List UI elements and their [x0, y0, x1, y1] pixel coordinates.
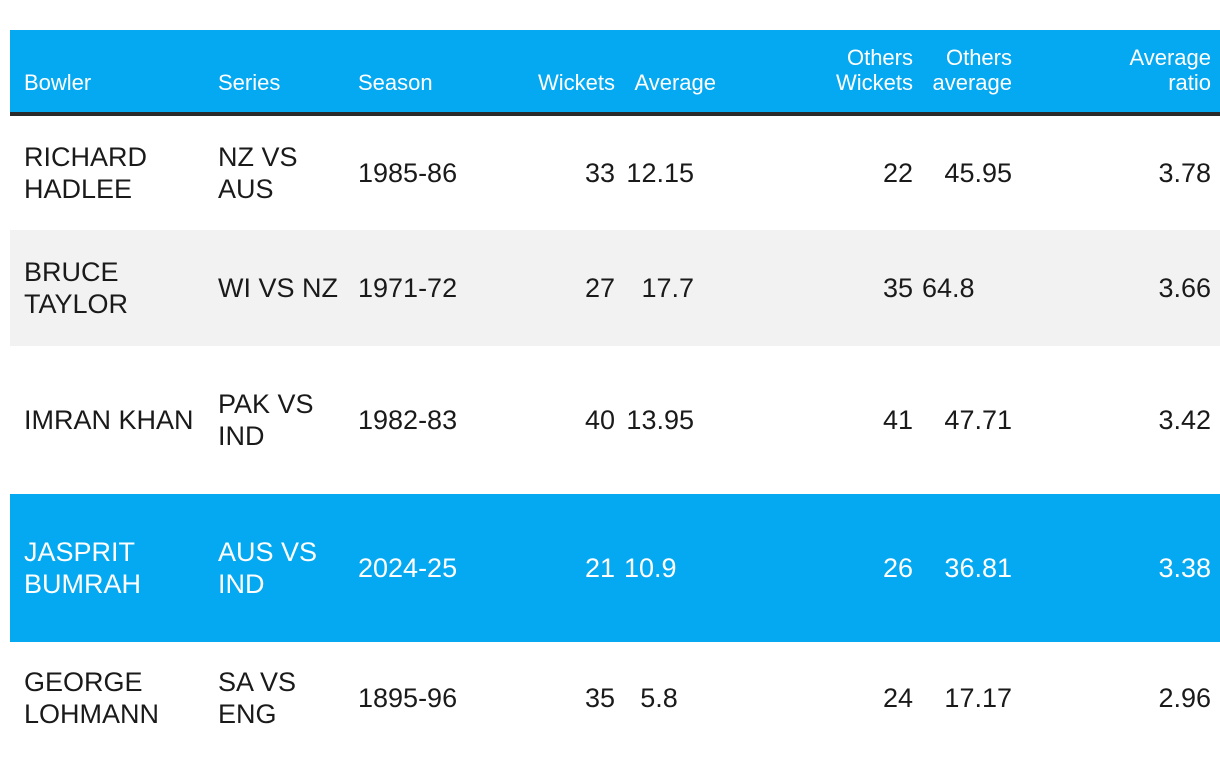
cell-others-average: 47.71 [922, 346, 1071, 494]
header-wickets: Wickets [458, 30, 624, 116]
table-row: IMRAN KHAN PAK VS IND 1982-83 40 13.95 4… [10, 346, 1220, 494]
cell-others-wickets: 35 [882, 273, 913, 303]
table-row: BRUCE TAYLOR WI VS NZ 1971-72 27 17.7 35… [10, 230, 1220, 346]
header-wickets-label: Wickets [538, 70, 615, 95]
header-series-label: Series [218, 70, 281, 95]
cell-average-ratio: 3.42 [1158, 405, 1211, 435]
cell-series: SA VS ENG [218, 667, 297, 729]
cell-season: 1982-83 [358, 405, 458, 435]
bowling-stats-table-container: Bowler Series Season Wickets Average Oth… [10, 30, 1220, 754]
header-season: Season [358, 30, 458, 116]
cell-average-value: 10.9 [624, 553, 677, 583]
table-header: Bowler Series Season Wickets Average Oth… [10, 30, 1220, 116]
cell-average: 12.15 [624, 114, 773, 230]
cell-average-ratio: 3.38 [1158, 553, 1211, 583]
cell-bowler: BRUCE TAYLOR [24, 257, 129, 319]
cell-bowler: IMRAN KHAN [24, 405, 194, 435]
cell-average: 17.7 [624, 230, 773, 346]
cell-others-wickets: 41 [882, 405, 913, 435]
cell-average-value: 13.95 [626, 405, 694, 435]
cell-average-ratio: 3.78 [1158, 158, 1211, 188]
cell-season: 1895-96 [358, 683, 458, 713]
cell-wickets: 27 [584, 273, 615, 303]
cell-bowler: GEORGE LOHMANN [24, 667, 160, 729]
cell-others-average: 36.81 [922, 494, 1071, 642]
table-row-highlighted: JASPRIT BUMRAH AUS VS IND 2024-25 21 10.… [10, 494, 1220, 642]
cell-season: 1985-86 [358, 158, 458, 188]
cell-season: 1971-72 [358, 273, 458, 303]
header-series: Series [218, 30, 358, 116]
header-others-wickets-label-line2: Wickets [836, 70, 913, 95]
table-body: RICHARD HADLEE NZ VS AUS 1985-86 33 12.1… [10, 114, 1220, 754]
cell-series: AUS VS IND [218, 537, 318, 599]
cell-average-value: 17.7 [641, 273, 694, 303]
cell-others-wickets: 24 [882, 683, 913, 713]
bowling-stats-table: Bowler Series Season Wickets Average Oth… [10, 30, 1220, 754]
cell-others-average: 17.17 [922, 642, 1071, 754]
cell-average: 10.9 [624, 494, 773, 642]
cell-average-ratio: 3.66 [1158, 273, 1211, 303]
cell-wickets: 21 [584, 553, 615, 583]
cell-wickets: 33 [584, 158, 615, 188]
cell-average-value: 5.8 [640, 683, 678, 713]
cell-others-average-value: 45.95 [944, 158, 1012, 188]
cell-bowler: RICHARD HADLEE [24, 142, 148, 204]
header-others-wickets-label-line1: Others [846, 45, 913, 70]
cell-others-wickets: 26 [882, 553, 913, 583]
cell-wickets: 40 [584, 405, 615, 435]
cell-others-wickets: 22 [882, 158, 913, 188]
cell-others-average: 64.8 [922, 230, 1071, 346]
header-average-ratio: Average ratio [1071, 30, 1220, 116]
header-average: Average [624, 30, 773, 116]
table-row: GEORGE LOHMANN SA VS ENG 1895-96 35 5.8 … [10, 642, 1220, 754]
header-bowler: Bowler [10, 30, 218, 116]
cell-bowler: JASPRIT BUMRAH [24, 537, 142, 599]
cell-others-average: 45.95 [922, 114, 1071, 230]
cell-series: PAK VS IND [218, 389, 314, 451]
cell-others-average-value: 36.81 [944, 553, 1012, 583]
cell-average: 5.8 [624, 642, 773, 754]
cell-others-average-value: 17.17 [944, 683, 1012, 713]
cell-series: NZ VS AUS [218, 142, 298, 204]
cell-season: 2024-25 [358, 553, 458, 583]
cell-wickets: 35 [584, 683, 615, 713]
header-average-ratio-label-line2: ratio [1168, 70, 1211, 95]
header-row: Bowler Series Season Wickets Average Oth… [10, 30, 1220, 116]
header-bowler-label: Bowler [24, 70, 92, 95]
header-others-average: Others average [922, 30, 1071, 116]
cell-series: WI VS NZ [218, 273, 338, 303]
header-season-label: Season [358, 70, 433, 95]
header-others-average-label-line1: Others [945, 45, 1012, 70]
header-others-average-label-line2: average [932, 70, 1012, 95]
header-average-label: Average [634, 70, 716, 95]
table-row: RICHARD HADLEE NZ VS AUS 1985-86 33 12.1… [10, 114, 1220, 230]
header-average-ratio-label-line1: Average [1129, 45, 1211, 70]
cell-average-value: 12.15 [626, 158, 694, 188]
cell-others-average-value: 64.8 [922, 273, 975, 303]
header-others-wickets: Others Wickets [773, 30, 922, 116]
cell-average-ratio: 2.96 [1158, 683, 1211, 713]
cell-average: 13.95 [624, 346, 773, 494]
cell-others-average-value: 47.71 [944, 405, 1012, 435]
